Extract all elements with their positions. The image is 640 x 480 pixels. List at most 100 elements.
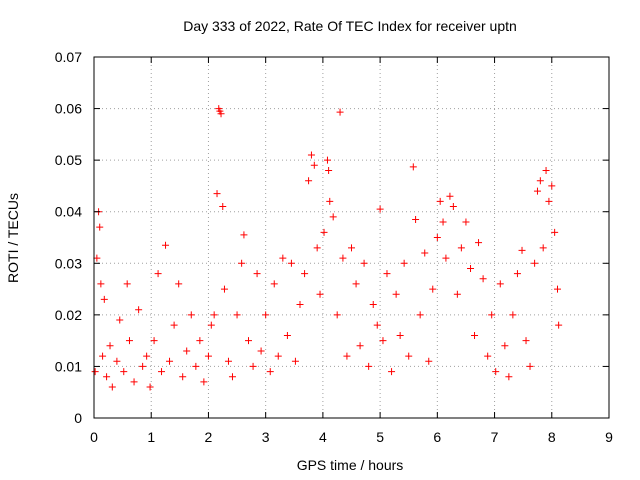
- data-point: [120, 368, 128, 376]
- data-point: [106, 342, 114, 350]
- data-point: [100, 295, 108, 303]
- data-point: [388, 368, 396, 376]
- data-point: [93, 254, 101, 262]
- data-point: [139, 362, 147, 370]
- data-point: [421, 249, 429, 257]
- data-point: [162, 241, 170, 249]
- data-point: [365, 362, 373, 370]
- data-point: [439, 218, 447, 226]
- y-tick-label: 0.07: [55, 49, 82, 65]
- x-tick-label: 6: [433, 429, 441, 445]
- data-point: [296, 301, 304, 309]
- data-point: [343, 352, 351, 360]
- data-point: [146, 383, 154, 391]
- data-point: [554, 285, 561, 293]
- data-point: [513, 270, 521, 278]
- data-point: [400, 259, 408, 267]
- data-points: [91, 105, 563, 391]
- data-point: [356, 342, 364, 350]
- x-tick-label: 3: [262, 429, 270, 445]
- data-point: [548, 182, 556, 190]
- plot-frame: [93, 56, 610, 419]
- data-point: [154, 270, 162, 278]
- data-point: [291, 357, 299, 365]
- x-tick-label: 1: [147, 429, 155, 445]
- data-point: [301, 270, 309, 278]
- data-point: [320, 228, 328, 236]
- data-point: [416, 311, 424, 319]
- data-point: [99, 352, 107, 360]
- data-point: [262, 311, 270, 319]
- data-point: [313, 244, 321, 252]
- data-point: [531, 259, 539, 267]
- x-tick-label: 7: [491, 429, 499, 445]
- data-point: [192, 362, 200, 370]
- data-point: [179, 373, 187, 381]
- data-point: [518, 246, 526, 254]
- data-point: [348, 244, 355, 252]
- data-point: [471, 331, 479, 339]
- data-point: [108, 383, 116, 391]
- data-point: [175, 280, 183, 288]
- data-point: [369, 301, 377, 309]
- data-point: [245, 337, 252, 345]
- data-point: [233, 311, 241, 319]
- y-tick-label: 0.04: [55, 204, 82, 220]
- data-point: [412, 215, 420, 223]
- data-point: [279, 254, 287, 262]
- data-point: [220, 285, 228, 293]
- data-point: [405, 352, 413, 360]
- data-point: [91, 368, 99, 376]
- data-point: [539, 244, 547, 252]
- data-point: [533, 187, 541, 195]
- data-point: [392, 290, 400, 298]
- data-point: [484, 352, 492, 360]
- x-tick-label: 5: [376, 429, 384, 445]
- data-point: [462, 218, 470, 226]
- data-point: [266, 368, 274, 376]
- data-point: [305, 177, 313, 185]
- data-point: [196, 337, 204, 345]
- data-point: [467, 264, 475, 272]
- data-point: [333, 311, 341, 319]
- data-point: [170, 321, 178, 329]
- data-point: [501, 342, 509, 350]
- data-point: [207, 321, 215, 329]
- data-point: [103, 373, 111, 381]
- data-point: [130, 378, 138, 386]
- data-point: [219, 203, 227, 211]
- data-point: [536, 177, 544, 185]
- data-point: [526, 362, 534, 370]
- data-point: [425, 357, 433, 365]
- data-point: [542, 166, 550, 174]
- x-tick-label: 4: [319, 429, 327, 445]
- x-tick-label: 8: [548, 429, 556, 445]
- data-point: [307, 151, 315, 159]
- data-point: [135, 306, 143, 314]
- data-point: [352, 280, 360, 288]
- data-point: [449, 203, 457, 211]
- data-point: [446, 192, 454, 200]
- data-point: [238, 259, 246, 267]
- data-point: [360, 259, 368, 267]
- data-point: [325, 166, 333, 174]
- data-point: [224, 357, 232, 365]
- data-point: [339, 254, 347, 262]
- data-point: [436, 197, 444, 205]
- data-point: [240, 231, 248, 239]
- data-point: [310, 161, 318, 169]
- data-point: [326, 197, 334, 205]
- data-point: [373, 321, 381, 329]
- data-point: [376, 205, 384, 213]
- data-point: [505, 373, 513, 381]
- data-point: [396, 331, 404, 339]
- data-point: [509, 311, 517, 319]
- data-point: [522, 337, 530, 345]
- data-point: [274, 352, 282, 360]
- y-tick-label: 0.01: [55, 358, 82, 374]
- data-point: [409, 163, 417, 171]
- data-point: [150, 337, 158, 345]
- data-point: [210, 311, 218, 319]
- data-point: [336, 108, 344, 116]
- data-point: [475, 239, 483, 247]
